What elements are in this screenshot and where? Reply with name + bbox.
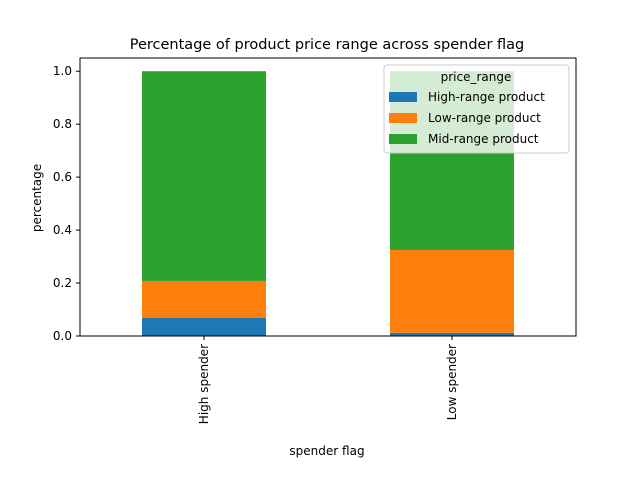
- legend-swatch: [389, 134, 417, 144]
- chart-title: Percentage of product price range across…: [130, 37, 525, 53]
- bar-low-spender-high-range-product: [390, 332, 514, 336]
- bar-low-spender-low-range-product: [390, 249, 514, 333]
- y-tick-label: 1.0: [53, 64, 72, 78]
- y-axis-label: percentage: [30, 164, 44, 232]
- legend-box: [383, 64, 570, 154]
- y-tick-label: 0.2: [53, 276, 72, 290]
- legend-swatch: [389, 92, 417, 102]
- x-axis-ticks: High spender Low spender: [197, 336, 459, 424]
- legend: price_range High-range product Low-range …: [383, 64, 570, 154]
- legend-label: Low-range product: [428, 111, 541, 125]
- y-tick-label: 0.6: [53, 170, 72, 184]
- legend-swatch: [389, 113, 417, 123]
- plot-frame: [79, 57, 577, 337]
- bar-high-spender-high-range-product: [142, 317, 266, 336]
- y-tick-label: 0.0: [53, 329, 72, 343]
- y-tick-label: 0.8: [53, 117, 72, 131]
- legend-items: High-range product Low-range product Mid-r…: [389, 90, 545, 146]
- x-tick-label: High spender: [197, 344, 211, 424]
- legend-label: Mid-range product: [428, 132, 539, 146]
- legend-label: High-range product: [428, 90, 545, 104]
- y-tick-label: 0.4: [53, 223, 72, 237]
- x-axis-label: spender flag: [289, 444, 364, 458]
- x-tick-label: Low spender: [445, 344, 459, 420]
- bar-high-spender-mid-range-product: [142, 71, 266, 281]
- legend-title: price_range: [441, 70, 512, 84]
- bar-high-spender-low-range-product: [142, 280, 266, 318]
- y-axis-ticks: 0.0 0.2 0.4 0.6 0.8 1.0: [53, 64, 80, 343]
